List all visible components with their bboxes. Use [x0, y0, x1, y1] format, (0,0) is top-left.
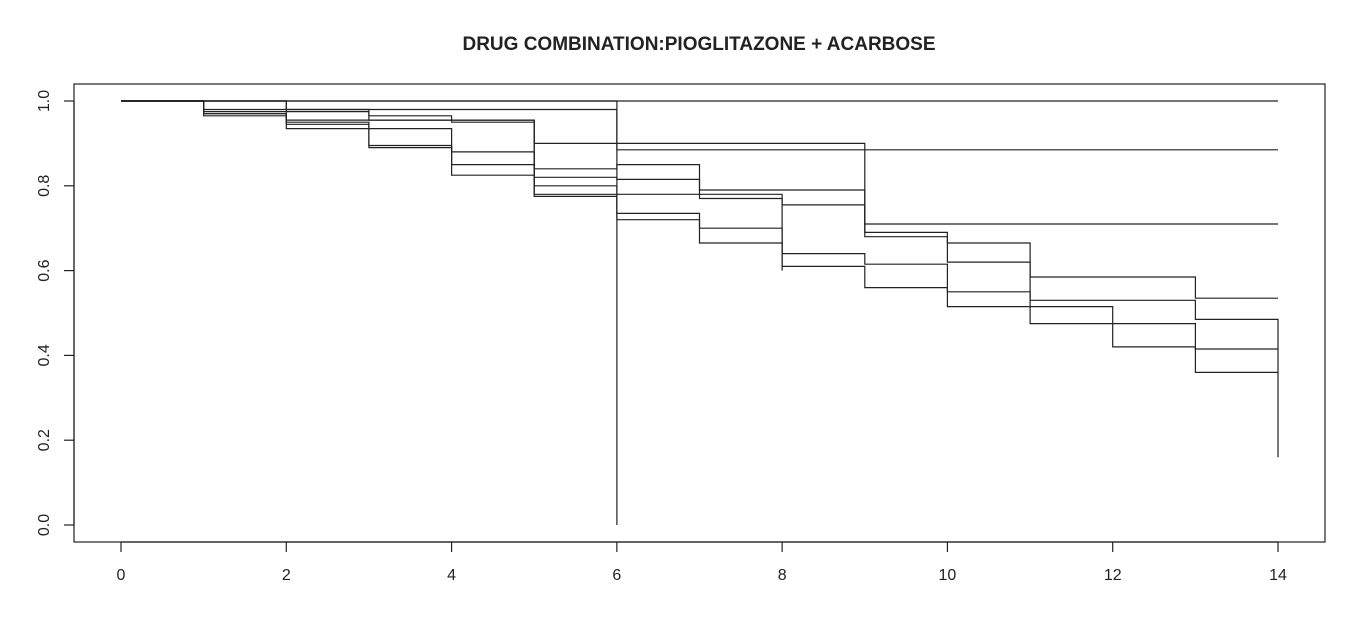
x-tick-label: 12	[1104, 567, 1122, 584]
y-tick-label: 0.6	[36, 259, 53, 281]
survival-curves	[121, 100, 1279, 525]
y-tick-label: 0.0	[36, 514, 53, 536]
x-axis: 0 2 4 6 8 10 12 14	[117, 541, 1287, 584]
y-tick-label: 0.8	[36, 175, 53, 197]
x-tick-label: 4	[447, 567, 456, 584]
chart-title: DRUG COMBINATION:PIOGLITAZONE + ACARBOSE	[462, 34, 935, 55]
plot-frame	[73, 83, 1326, 543]
survival-curve	[121, 100, 783, 271]
x-tick-label: 14	[1269, 567, 1287, 584]
x-tick-label: 8	[778, 567, 787, 584]
survival-curve	[121, 100, 1278, 299]
survival-curve	[121, 100, 618, 525]
y-tick-label: 0.4	[36, 344, 53, 366]
y-tick-label: 1.0	[36, 90, 53, 112]
survival-curve	[121, 100, 1278, 225]
x-tick-label: 6	[612, 567, 621, 584]
x-tick-label: 2	[282, 567, 291, 584]
x-tick-label: 10	[939, 567, 957, 584]
x-tick-label: 0	[117, 567, 126, 584]
y-tick-label: 0.2	[36, 429, 53, 451]
survival-curve	[121, 100, 1278, 373]
survival-curve	[121, 100, 1279, 458]
survival-curve	[121, 100, 1278, 350]
survival-curve	[121, 100, 1278, 151]
y-axis: 0.0 0.2 0.4 0.6 0.8 1.0	[36, 90, 75, 536]
